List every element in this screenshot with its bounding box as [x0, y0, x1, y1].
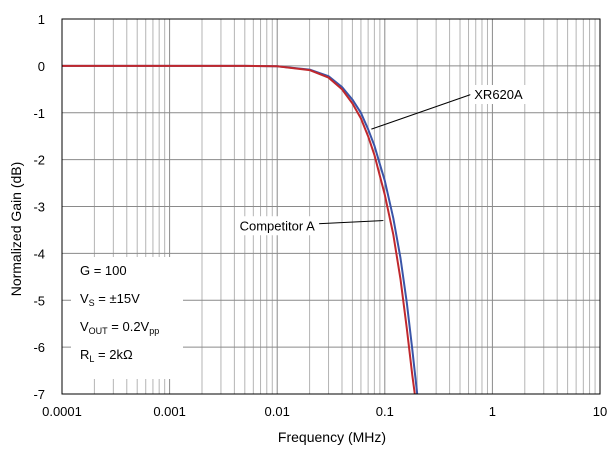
test-conditions-bg — [71, 257, 183, 379]
xr620a-leader-line — [371, 93, 473, 130]
competitor-a-leader-line — [318, 220, 384, 225]
y-tick-label: -6 — [33, 340, 45, 355]
y-tick-label: -3 — [33, 200, 45, 215]
y-tick-label: -2 — [33, 153, 45, 168]
competitor-a-label-bg — [235, 216, 320, 236]
series-line-competitor-a — [62, 64, 416, 395]
x-tick-label: 0.1 — [376, 404, 394, 419]
supply-condition: VS = ±15V — [80, 291, 140, 308]
y-tick-label: -4 — [33, 246, 45, 261]
xr620a-label-bg — [470, 85, 528, 104]
x-tick-label: 0.01 — [265, 404, 290, 419]
xr620a-label: XR620A — [474, 87, 523, 102]
y-tick-label: -7 — [33, 387, 45, 402]
annotations: XR620A Competitor A — [235, 85, 528, 236]
competitor-a-label: Competitor A — [240, 218, 315, 233]
x-tick-label: 10 — [593, 404, 607, 419]
x-tick-label: 0.001 — [153, 404, 186, 419]
y-tick-label: 0 — [38, 59, 45, 74]
gain-condition: G = 100 — [80, 263, 127, 278]
x-tick-label: 0.0001 — [42, 404, 82, 419]
plot-frame — [61, 18, 601, 395]
y-tick-label: 1 — [38, 12, 45, 27]
x-axis-title: Frequency (MHz) — [278, 429, 386, 445]
load-condition: RL = 2kΩ — [80, 347, 133, 364]
y-tick-label: -5 — [33, 293, 45, 308]
series — [62, 64, 419, 395]
y-axis-title: Normalized Gain (dB) — [8, 162, 24, 297]
test-conditions: G = 100 VS = ±15V VOUT = 0.2Vpp RL = 2kΩ — [71, 257, 183, 379]
y-tick-label: -1 — [33, 106, 45, 121]
output-condition: VOUT = 0.2Vpp — [80, 319, 159, 336]
x-tick-label: 1 — [489, 404, 496, 419]
grid — [61, 18, 600, 395]
